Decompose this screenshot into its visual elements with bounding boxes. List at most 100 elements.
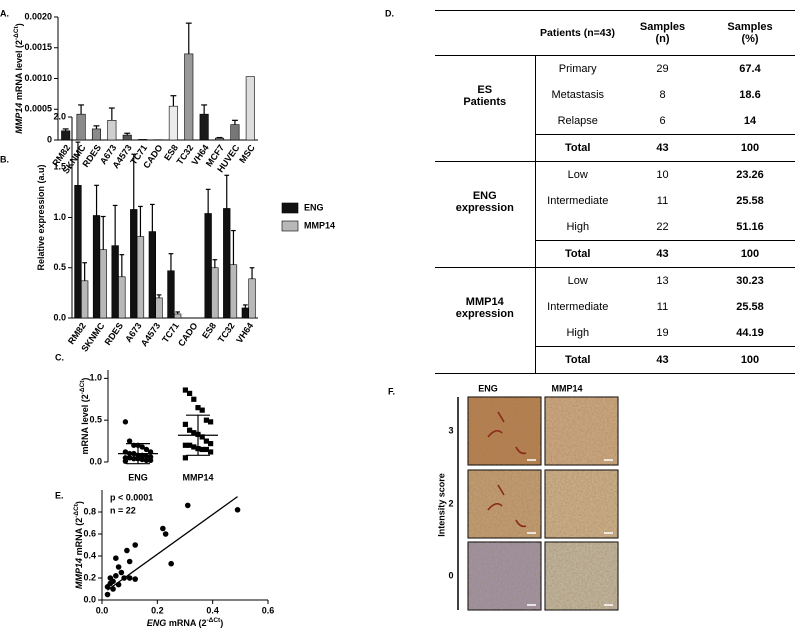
error-bar bbox=[231, 119, 238, 125]
table-row: Intermediate 11 25.58 bbox=[435, 188, 795, 214]
bar bbox=[245, 76, 255, 141]
point bbox=[208, 419, 214, 425]
bar bbox=[111, 245, 119, 319]
bar bbox=[92, 215, 101, 319]
panel-label: A. bbox=[0, 8, 9, 18]
bar bbox=[81, 280, 89, 319]
legend-label: MMP14 bbox=[304, 220, 335, 230]
bar bbox=[155, 297, 163, 319]
count-cell: 22 bbox=[656, 221, 669, 233]
bar bbox=[130, 209, 138, 319]
header-cell bbox=[435, 10, 535, 56]
error-bar bbox=[75, 141, 81, 186]
y-tick-label: 0.8 bbox=[83, 506, 96, 516]
annotation: p < 0.0001 bbox=[110, 492, 153, 502]
point bbox=[187, 427, 193, 433]
bar bbox=[148, 231, 156, 319]
y-tick-label: 1.5 bbox=[53, 162, 66, 172]
bar bbox=[76, 113, 86, 141]
total-row: Total 43 100 bbox=[435, 134, 795, 162]
ihc-texture bbox=[545, 542, 618, 610]
x-axis-label-part: mRNA (2 bbox=[166, 618, 206, 628]
point bbox=[143, 453, 150, 459]
error-bar bbox=[156, 294, 162, 298]
annotation: n = 22 bbox=[110, 505, 136, 515]
error-bar bbox=[131, 153, 137, 210]
bar bbox=[230, 124, 240, 141]
row-label: 2 bbox=[448, 498, 453, 508]
y-tick-label: 0.2 bbox=[83, 572, 96, 582]
point bbox=[184, 502, 191, 509]
x-tick-label: MMP14 bbox=[182, 472, 213, 482]
error-bar bbox=[119, 254, 125, 277]
bar bbox=[74, 185, 82, 319]
y-axis-label: MMP14 mRNA (2-ΔCt) bbox=[73, 501, 84, 589]
row-label: Low bbox=[534, 161, 620, 188]
sd-bar bbox=[126, 443, 150, 465]
percent-cell: 25.58 bbox=[736, 195, 764, 207]
percent-cell: 100 bbox=[705, 346, 795, 374]
row-label: Intermediate bbox=[534, 294, 620, 320]
point bbox=[139, 456, 145, 463]
error-bar bbox=[108, 107, 115, 121]
count-cell: 11 bbox=[656, 301, 669, 313]
bar bbox=[138, 139, 148, 141]
bar bbox=[204, 213, 212, 319]
point bbox=[203, 417, 209, 423]
point bbox=[187, 390, 193, 397]
point bbox=[191, 396, 197, 402]
header-cell: Samples (n) bbox=[620, 10, 705, 56]
ihc-texture bbox=[468, 397, 541, 465]
error-bar bbox=[185, 22, 192, 54]
point bbox=[139, 444, 145, 450]
y-axis-label-part: -ΔCt bbox=[79, 380, 86, 395]
percent-cell: 23.26 bbox=[736, 169, 764, 181]
count-cell: 29 bbox=[656, 63, 669, 75]
x-tick-label: ENG bbox=[128, 472, 148, 482]
column-label: ENG bbox=[478, 383, 498, 393]
row-label: 0 bbox=[448, 570, 453, 580]
point bbox=[199, 407, 205, 413]
point bbox=[126, 575, 133, 581]
count-cell: 11 bbox=[656, 195, 669, 207]
vessel bbox=[487, 411, 527, 455]
error-bar bbox=[138, 205, 143, 237]
y-axis-label: mRNA level (2-ΔCt) bbox=[79, 378, 90, 455]
percent-cell: 30.23 bbox=[736, 275, 764, 287]
point bbox=[187, 442, 193, 448]
bar bbox=[167, 270, 175, 319]
y-axis-label-part: MMP14 bbox=[14, 103, 24, 134]
bar bbox=[107, 120, 117, 141]
point bbox=[131, 455, 137, 462]
point bbox=[122, 419, 129, 425]
error-bar bbox=[94, 184, 99, 216]
percent-cell: 44.19 bbox=[736, 327, 764, 339]
error-bar bbox=[100, 215, 106, 250]
bar bbox=[122, 134, 132, 141]
y-tick-label: 0.0 bbox=[53, 312, 66, 322]
x-tick-label: VH64 bbox=[234, 321, 255, 345]
legend-swatch bbox=[281, 220, 299, 232]
point bbox=[208, 449, 214, 455]
y-tick-label: 0.0 bbox=[89, 456, 102, 466]
table-row: MMP14 expression Low 13 30.23 bbox=[435, 267, 795, 374]
bar bbox=[99, 249, 107, 319]
x-axis-label-part: ) bbox=[220, 618, 223, 628]
y-tick-label: 0.0 bbox=[83, 594, 96, 604]
point bbox=[182, 387, 188, 393]
count-cell: 6 bbox=[659, 115, 666, 127]
table-row: ES Patients Primary 29 67.4 bbox=[435, 55, 795, 162]
bar bbox=[168, 105, 178, 141]
point bbox=[124, 547, 130, 554]
y-axis-label: MMP14 mRNA level (2-ΔCt) bbox=[13, 23, 24, 133]
point bbox=[113, 573, 119, 579]
ihc-texture bbox=[545, 397, 618, 465]
table-row: High 22 51.16 bbox=[435, 214, 795, 241]
sd-bar bbox=[186, 414, 210, 456]
header-cell: Samples (%) bbox=[705, 10, 795, 56]
legend-label: ENG bbox=[304, 202, 324, 212]
y-tick-label: 1.0 bbox=[89, 373, 102, 383]
row-label: Relapse bbox=[534, 108, 620, 135]
bar bbox=[61, 130, 71, 141]
count-cell: 43 bbox=[620, 240, 705, 268]
